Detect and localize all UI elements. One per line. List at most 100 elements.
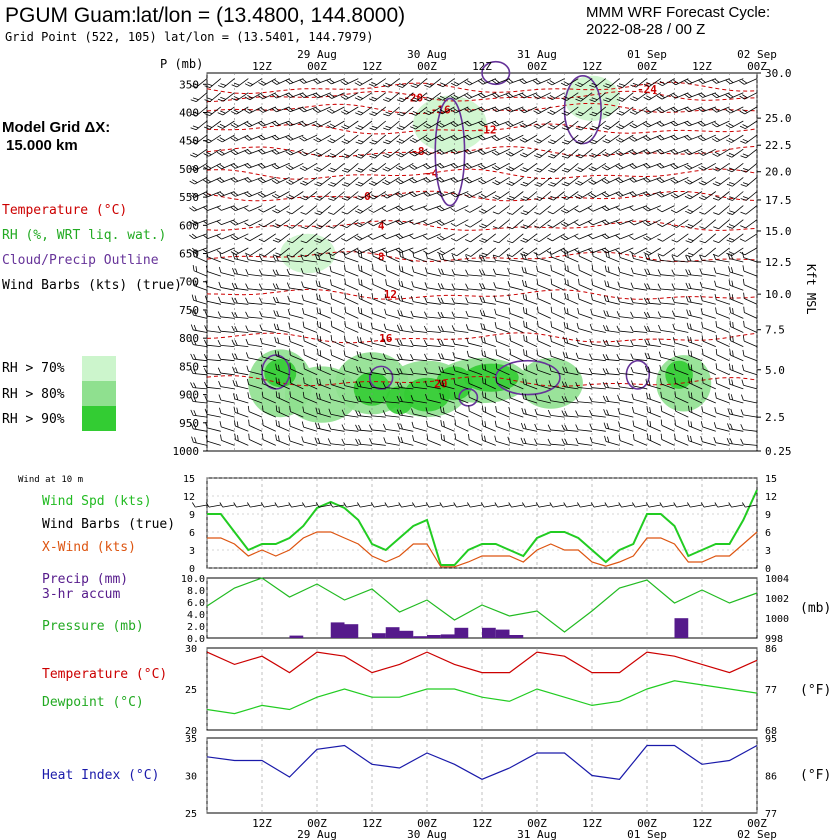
wind-barb-flag — [617, 296, 620, 303]
wind-barb-flag — [659, 192, 665, 197]
wind-barb — [574, 205, 593, 213]
wind-barb-flag — [287, 295, 290, 302]
wind-barb-flag — [566, 337, 569, 344]
wind-barb-flag — [713, 437, 717, 443]
wind-barb-shaft — [633, 425, 648, 432]
wind-barb-flag — [438, 366, 442, 373]
wind-barb-shaft — [290, 177, 304, 185]
wind-barb-shaft — [566, 106, 579, 116]
wind-barb-flag — [589, 99, 596, 103]
surface-wind-barb — [233, 502, 249, 508]
wind-barb-flag — [615, 165, 621, 170]
wind-barb-flag — [327, 438, 331, 444]
wind-barb-flag — [330, 349, 333, 356]
wind-barb-shaft — [333, 162, 345, 173]
surface-wind-barb-shaft — [236, 504, 249, 508]
wind-barb-flag — [343, 365, 346, 371]
wind-barb — [642, 148, 661, 155]
wind-barb-flag — [632, 96, 639, 100]
wind-barb-flag — [451, 325, 455, 331]
wind-barb-flag — [289, 349, 291, 356]
wind-barb-flag — [643, 222, 649, 227]
wind-10m-header: Wind at 10 m — [18, 475, 84, 485]
wind-barb-flag — [190, 409, 194, 416]
wind-barb — [300, 219, 318, 230]
wind-barb-flag — [424, 353, 428, 360]
wind-barb-shaft — [358, 371, 373, 376]
wind-barb — [535, 379, 551, 390]
wind-barb — [355, 148, 373, 159]
wind-barb-shaft — [715, 285, 730, 291]
wind-barb — [644, 352, 661, 362]
wind-barb-flag — [257, 135, 263, 141]
wind-barb — [299, 106, 318, 113]
wind-barb-shaft — [290, 354, 304, 362]
wind-barb-flag — [354, 97, 361, 101]
wind-barb-shaft — [429, 92, 442, 102]
wind-barb-flag — [357, 307, 360, 313]
wind-barb-flag — [589, 338, 593, 345]
wind-barb-flag — [673, 350, 676, 357]
wind-barb — [618, 421, 634, 432]
wind-barb-shaft — [317, 272, 331, 277]
wind-barb-flag — [313, 138, 319, 143]
wind-barb — [316, 320, 331, 333]
wind-barb-flag — [246, 135, 253, 140]
wind-barb — [589, 409, 606, 418]
wind-barb — [478, 162, 496, 170]
wind-barb — [422, 233, 441, 240]
wind-barb — [548, 177, 565, 187]
wind-barb-shaft — [426, 385, 441, 390]
wind-barb — [409, 177, 428, 184]
wind-barb — [437, 311, 455, 319]
wind-barb — [602, 120, 620, 130]
wind-barb-flag — [564, 424, 568, 431]
wind-barb-flag — [383, 113, 389, 117]
wind-barb-flag — [204, 325, 208, 331]
wind-barb — [355, 438, 373, 446]
wind-barb-flag — [396, 395, 400, 402]
surface-wind-barb-flag — [370, 502, 375, 508]
wind-barb-shaft — [674, 288, 689, 291]
wind-barb-shaft — [303, 441, 318, 446]
wind-barb — [436, 148, 455, 155]
wind-barb-flag — [301, 92, 307, 97]
wind-barb-shaft — [495, 314, 510, 319]
wind-barb — [742, 349, 758, 362]
wind-barb-flag — [629, 221, 635, 226]
surface-wind-barb — [315, 502, 331, 508]
wind-barb-flag — [688, 269, 692, 276]
wind-barb-flag — [190, 382, 194, 388]
wind-barb — [372, 250, 386, 263]
wind-barb — [550, 264, 565, 277]
wind-barb-flag — [399, 354, 403, 360]
wind-barb — [204, 408, 221, 418]
wind-barb-shaft — [553, 134, 565, 145]
wind-barb-flag — [358, 264, 360, 271]
wind-barb — [491, 120, 510, 127]
wind-barb-flag — [492, 268, 497, 275]
wind-barb-flag — [451, 254, 455, 261]
wind-barb — [590, 309, 606, 319]
wind-barb-flag — [286, 282, 290, 289]
wind-barb-shaft — [551, 284, 565, 291]
wind-barb-shaft — [248, 191, 263, 198]
wind-axis-right-label: 12 — [765, 492, 777, 503]
wind-barb-shaft — [220, 316, 235, 319]
wind-barb — [548, 395, 565, 404]
wind-barb-flag — [192, 139, 199, 143]
wind-barb-flag — [656, 164, 662, 169]
wind-barb — [534, 408, 551, 418]
wind-barb-flag — [519, 109, 525, 114]
wind-barb-shaft — [674, 274, 689, 277]
wind-barb-shaft — [594, 120, 607, 131]
wind-barb-shaft — [564, 429, 579, 432]
wind-barb — [272, 205, 290, 214]
wind-barb-flag — [357, 222, 363, 226]
wind-barb — [478, 177, 496, 185]
wind-barb-flag — [437, 311, 441, 318]
wind-barb — [395, 205, 414, 212]
wind-barb — [549, 365, 565, 376]
wind-barb — [436, 219, 455, 226]
wind-barb — [630, 325, 648, 333]
